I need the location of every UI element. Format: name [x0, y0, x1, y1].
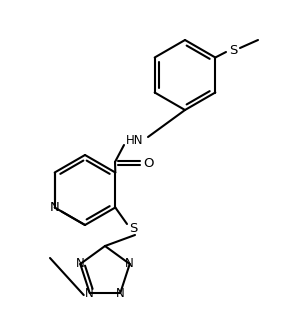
Text: N: N: [85, 286, 94, 300]
Text: HN: HN: [126, 133, 144, 147]
Text: S: S: [229, 44, 237, 57]
Text: N: N: [76, 258, 85, 270]
Text: N: N: [125, 258, 134, 270]
Text: O: O: [144, 156, 154, 170]
Text: N: N: [116, 286, 125, 300]
Text: S: S: [129, 221, 137, 235]
Text: N: N: [50, 201, 60, 214]
